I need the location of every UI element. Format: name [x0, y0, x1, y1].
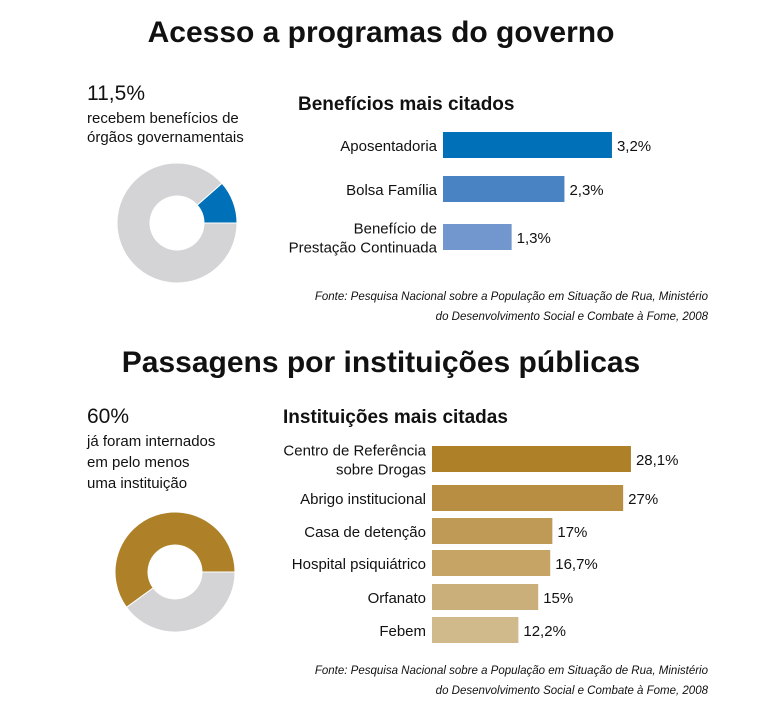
- bar: [443, 176, 565, 202]
- bar-value-label: 28,1%: [636, 452, 679, 469]
- bar-value-label: 1,3%: [517, 230, 551, 247]
- category-label: Aposentadoria: [340, 138, 437, 155]
- headline-text: uma instituição: [87, 475, 187, 492]
- category-label: Hospital psiquiátrico: [292, 556, 426, 573]
- source-note: do Desenvolvimento Social e Combate à Fo…: [436, 311, 709, 323]
- section-title: Passagens por instituições públicas: [122, 346, 641, 379]
- donut-rest-slice: [125, 571, 236, 633]
- category-label: sobre Drogas: [336, 462, 426, 479]
- headline-text: já foram internados: [86, 433, 215, 450]
- category-label: Bolsa Família: [346, 182, 438, 199]
- bar: [443, 132, 612, 158]
- bar-value-label: 17%: [557, 524, 587, 541]
- category-label: Benefício de: [354, 221, 437, 238]
- bar: [432, 485, 624, 511]
- category-label: Casa de detenção: [304, 524, 426, 541]
- category-label: Febem: [379, 623, 426, 640]
- category-label: Abrigo institucional: [300, 491, 426, 508]
- bar: [432, 550, 551, 576]
- headline-value: 11,5%: [87, 82, 145, 105]
- bar-value-label: 2,3%: [569, 182, 603, 199]
- bar: [432, 584, 539, 610]
- bar: [432, 518, 553, 544]
- bar: [432, 617, 519, 643]
- bar-value-label: 15%: [543, 590, 573, 607]
- bar-value-label: 3,2%: [617, 138, 651, 155]
- source-note: Fonte: Pesquisa Nacional sobre a Populaç…: [315, 665, 709, 677]
- category-label: Orfanato: [368, 590, 426, 607]
- category-label: Prestação Continuada: [289, 240, 438, 257]
- section-title: Acesso a programas do governo: [148, 16, 615, 49]
- bar: [443, 224, 512, 250]
- bar-value-label: 12,2%: [523, 623, 566, 640]
- bar-chart-title: Benefícios mais citados: [298, 94, 514, 115]
- category-label: Centro de Referência: [283, 443, 426, 460]
- donut-rest-slice: [116, 162, 238, 284]
- bar-chart-title: Instituições mais citadas: [283, 407, 508, 428]
- headline-text: órgãos governamentais: [87, 129, 244, 146]
- headline-value: 60%: [87, 405, 129, 428]
- source-note: do Desenvolvimento Social e Combate à Fo…: [436, 685, 709, 697]
- headline-text: em pelo menos: [87, 454, 190, 471]
- donut-value-slice: [114, 511, 236, 608]
- bar: [432, 446, 631, 472]
- headline-text: recebem benefícios de: [87, 110, 239, 127]
- source-note: Fonte: Pesquisa Nacional sobre a Populaç…: [315, 291, 709, 303]
- bar-value-label: 27%: [628, 491, 658, 508]
- donut-value-slice: [196, 182, 238, 224]
- bar-value-label: 16,7%: [555, 556, 598, 573]
